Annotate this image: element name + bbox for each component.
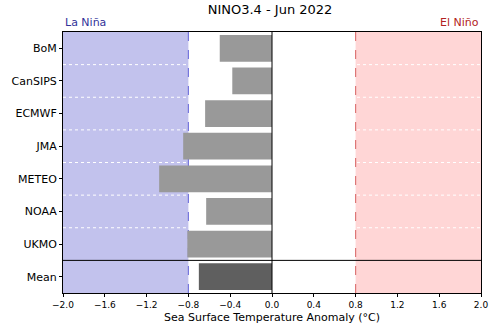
svg-text:−0.8: −0.8: [177, 300, 199, 310]
svg-text:−2.0: −2.0: [52, 300, 74, 310]
svg-text:−1.2: −1.2: [136, 300, 158, 310]
svg-text:Sea Surface Temperature Anomal: Sea Surface Temperature Anomaly (°C): [164, 311, 380, 324]
svg-text:BoM: BoM: [33, 42, 57, 55]
svg-text:El Niño: El Niño: [440, 16, 479, 29]
svg-text:METEO: METEO: [18, 173, 57, 186]
svg-text:−0.4: −0.4: [219, 300, 241, 310]
svg-text:NINO3.4 - Jun 2022: NINO3.4 - Jun 2022: [208, 2, 333, 17]
svg-text:0.0: 0.0: [265, 300, 280, 310]
svg-text:0.8: 0.8: [348, 300, 363, 310]
svg-text:−1.6: −1.6: [94, 300, 116, 310]
svg-text:2.0: 2.0: [474, 300, 489, 310]
svg-text:La Niña: La Niña: [65, 16, 106, 29]
svg-text:Mean: Mean: [27, 271, 57, 284]
svg-text:1.2: 1.2: [390, 300, 404, 310]
svg-text:JMA: JMA: [36, 140, 58, 153]
svg-text:UKMO: UKMO: [23, 238, 57, 251]
svg-text:CanSIPS: CanSIPS: [12, 75, 57, 88]
svg-text:0.4: 0.4: [307, 300, 322, 310]
svg-text:NOAA: NOAA: [25, 205, 58, 218]
svg-text:1.6: 1.6: [432, 300, 447, 310]
svg-text:ECMWF: ECMWF: [15, 107, 56, 120]
